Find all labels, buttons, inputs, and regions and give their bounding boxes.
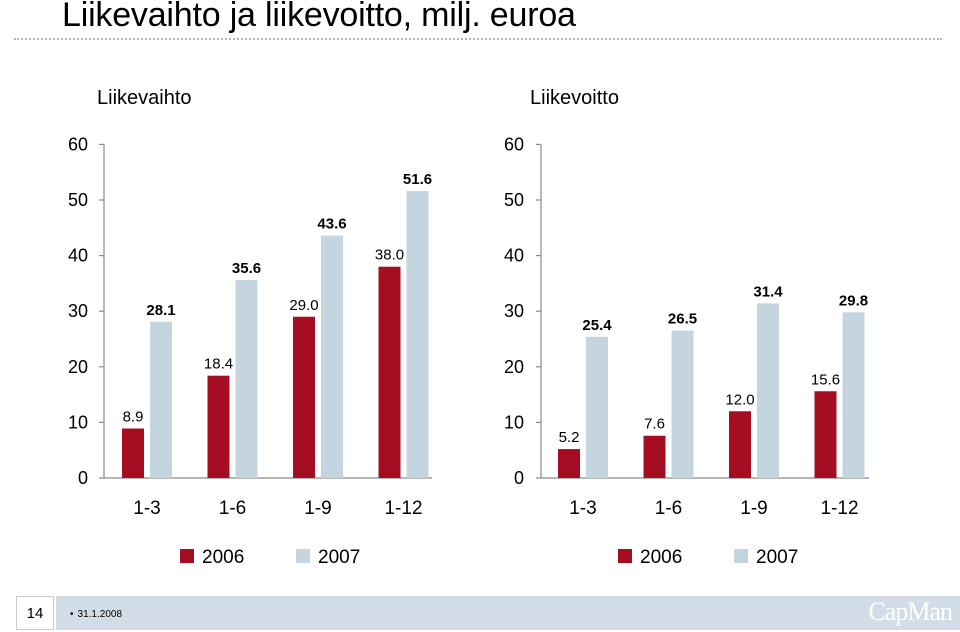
x-tick-label: 1-3 — [569, 498, 596, 519]
legend-swatch-2007 — [296, 549, 310, 563]
y-tick-label: 50 — [68, 190, 88, 210]
data-label: 18.4 — [204, 356, 233, 373]
bar-2006 — [122, 428, 144, 478]
y-tick-label: 50 — [504, 190, 524, 210]
x-tick-label: 1-12 — [384, 498, 422, 519]
bar-2006 — [643, 435, 666, 478]
bar-2007 — [671, 330, 694, 478]
legend-label: 2007 — [756, 547, 798, 568]
bar-2006 — [293, 316, 315, 478]
y-tick-label: 40 — [68, 246, 88, 266]
data-label: 35.6 — [232, 260, 261, 277]
y-tick-label: 10 — [504, 412, 524, 432]
charts-canvas: Liikevaihto 0 10 20 30 40 50 60 8.9 28.1 1-3 18.4 35… — [68, 87, 869, 568]
y-tick-label: 10 — [68, 412, 88, 432]
x-tick-label: 1-6 — [655, 498, 682, 519]
y-tick-label: 20 — [504, 357, 524, 377]
x-tick-label: 1-9 — [304, 498, 331, 519]
bar-2007 — [406, 191, 429, 478]
x-tick-label: 1-9 — [740, 498, 767, 519]
data-label: 5.2 — [559, 429, 580, 446]
data-label: 7.6 — [644, 416, 665, 433]
y-tick-label: 20 — [68, 357, 88, 377]
legend-swatch-2006 — [180, 549, 194, 563]
data-label: 8.9 — [123, 409, 144, 426]
chart-title: Liikevoitto — [530, 87, 619, 109]
bar-2006 — [814, 391, 837, 478]
bar-2007 — [757, 303, 779, 478]
bar-2007 — [150, 321, 172, 478]
bar-2006 — [558, 449, 580, 478]
title-divider — [14, 38, 942, 40]
bar-2007 — [842, 312, 865, 478]
data-label: 31.4 — [753, 283, 783, 300]
x-tick-label: 1-6 — [219, 498, 246, 519]
bar-2006 — [207, 375, 230, 478]
chart-1: Liikevaihto 0 10 20 30 40 50 60 8.9 28.1 1-3 18.4 35… — [68, 87, 432, 568]
legend-label: 2007 — [318, 547, 360, 568]
data-label: 25.4 — [582, 317, 612, 334]
data-label: 38.0 — [375, 247, 404, 264]
data-label: 43.6 — [317, 216, 346, 233]
y-tick-label: 60 — [504, 134, 524, 154]
data-label: 29.8 — [839, 292, 868, 309]
bar-2006 — [729, 411, 751, 478]
chart-title: Liikevaihto — [97, 87, 192, 109]
data-label: 51.6 — [403, 171, 432, 188]
data-label: 26.5 — [668, 311, 697, 328]
data-label: 12.0 — [725, 391, 754, 408]
bar-2007 — [586, 336, 608, 478]
y-tick-label: 30 — [504, 301, 524, 321]
bar-2007 — [321, 235, 343, 478]
y-tick-label: 40 — [504, 246, 524, 266]
data-label: 28.1 — [146, 302, 175, 319]
bar-2007 — [235, 280, 258, 478]
page-number: 14 — [16, 596, 54, 630]
chart-2: Liikevoitto 0 10 20 30 40 50 60 5.2 25.4 1-3 7.6 26.… — [504, 87, 869, 568]
bar-2006 — [378, 266, 401, 478]
y-tick-label: 0 — [514, 468, 524, 488]
footer-bar — [56, 596, 960, 630]
page-title: Liikevaihto ja liikevoitto, milj. euroa — [62, 0, 576, 34]
x-tick-label: 1-3 — [133, 498, 160, 519]
data-label: 15.6 — [811, 371, 840, 388]
legend-label: 2006 — [640, 547, 682, 568]
legend-swatch-2007 — [734, 549, 748, 563]
capman-logo: CapMan — [868, 597, 953, 626]
y-tick-label: 30 — [68, 301, 88, 321]
footer: 14 31.1.2008 CapMan — [0, 594, 960, 632]
legend-label: 2006 — [202, 547, 244, 568]
y-tick-label: 0 — [78, 468, 88, 488]
footer-date: 31.1.2008 — [70, 609, 123, 620]
data-label: 29.0 — [289, 297, 318, 314]
y-tick-label: 60 — [68, 134, 88, 154]
x-tick-label: 1-12 — [820, 498, 858, 519]
legend-swatch-2006 — [618, 549, 632, 563]
